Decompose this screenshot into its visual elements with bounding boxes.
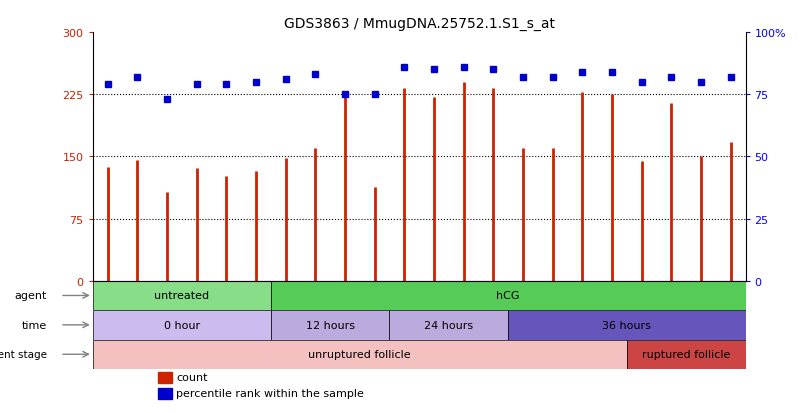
Bar [508,311,746,340]
Text: 0 hour: 0 hour [164,320,200,330]
Bar [158,372,172,383]
Text: ruptured follicle: ruptured follicle [642,349,730,359]
Text: time: time [22,320,47,330]
Text: 24 hours: 24 hours [424,320,473,330]
Bar [627,340,746,369]
Bar [93,281,271,311]
Bar [271,311,389,340]
Text: count: count [177,373,208,382]
Text: 12 hours: 12 hours [305,320,355,330]
Bar [389,311,508,340]
Bar [158,388,172,399]
Text: hCG: hCG [496,291,520,301]
Text: percentile rank within the sample: percentile rank within the sample [177,388,364,398]
Text: agent: agent [15,291,47,301]
Text: 36 hours: 36 hours [602,320,651,330]
Text: unruptured follicle: unruptured follicle [309,349,411,359]
Title: GDS3863 / MmugDNA.25752.1.S1_s_at: GDS3863 / MmugDNA.25752.1.S1_s_at [284,17,555,31]
Bar [93,340,627,369]
Bar [271,281,746,311]
Text: development stage: development stage [0,349,47,359]
Bar [93,311,271,340]
Text: untreated: untreated [154,291,210,301]
